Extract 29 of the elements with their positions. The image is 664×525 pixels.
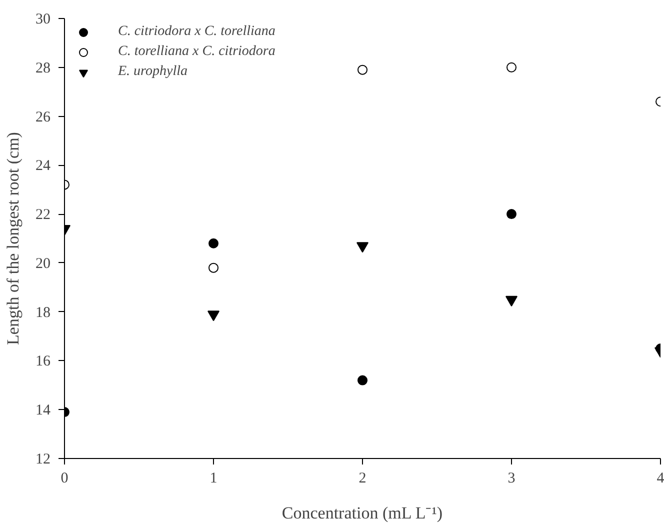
y-tick-label: 24: [36, 158, 51, 174]
point: [358, 375, 368, 386]
point: [506, 62, 516, 72]
x-tick-label: 3: [508, 470, 516, 486]
point: [506, 296, 518, 306]
y-tick-label: 20: [36, 256, 50, 272]
y-axis-title: Length of the longest root (cm): [4, 132, 22, 345]
legend-label: C. citriodora x C. torelliana: [118, 24, 276, 40]
point: [208, 238, 218, 248]
x-tick-label: 2: [358, 470, 366, 486]
point: [358, 64, 368, 75]
x-axis-title: Concentration (mL L⁻¹): [282, 504, 442, 522]
point: [208, 310, 220, 322]
x-tick-label: 0: [60, 470, 68, 486]
y-tick-label: 28: [36, 60, 50, 76]
y-tick-label: 18: [36, 304, 50, 321]
point: [208, 262, 218, 273]
y-tick-label: 30: [36, 12, 50, 28]
point: [356, 242, 368, 253]
legend-label: E. urophylla: [118, 64, 188, 80]
x-tick-label: 4: [656, 470, 664, 486]
legend-label: C. torelliana x C. citriodora: [118, 44, 276, 60]
y-tick-label: 22: [36, 207, 50, 224]
y-tick-label: 12: [36, 452, 50, 468]
y-tick-label: 14: [36, 402, 51, 419]
point: [506, 209, 516, 220]
x-tick-label: 1: [210, 470, 218, 486]
y-tick-label: 26: [36, 109, 51, 126]
y-tick-label: 16: [36, 354, 51, 370]
